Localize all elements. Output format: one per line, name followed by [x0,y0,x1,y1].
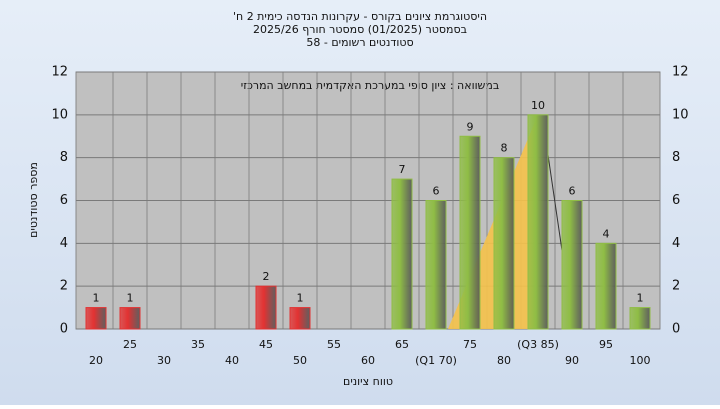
value-label: 8 [501,142,508,155]
bar [119,307,141,330]
y-tick-label: 0 [60,322,68,337]
bar [561,200,583,330]
x-tick-label: 35 [191,338,205,351]
x-tick-label: (Q3 85) [517,338,559,351]
x-tick-label: 40 [225,354,239,367]
bar [459,135,481,330]
bar [629,307,651,330]
x-tick-label: 75 [463,338,477,351]
y2-tick-label: 10 [672,107,689,122]
y-axis-label: מספר סטודנטים [27,162,40,238]
x-tick-label: 80 [497,354,511,367]
x-axis-label: טווח ציונים [343,375,393,388]
bar [255,285,277,330]
bar [391,178,413,330]
y2-tick-label: 2 [672,279,680,294]
y-tick-label: 12 [51,65,68,80]
bar [527,114,549,330]
x-tick-label: 100 [630,354,651,367]
y2-tick-label: 6 [672,193,680,208]
value-label: 1 [127,292,134,305]
x-tick-label: 55 [327,338,341,351]
value-label: 2 [263,270,270,283]
value-label: 9 [467,120,474,133]
value-label: 7 [399,163,406,176]
bar [85,307,107,330]
y2-tick-label: 8 [672,150,680,165]
value-label: 1 [297,292,304,305]
quartile-area [448,114,538,329]
value-label: 10 [531,99,545,112]
y2-tick-label: 4 [672,236,680,251]
value-label: 4 [603,227,610,240]
title-line: סטודנטים רשומים - 58 [306,36,413,49]
y-tick-label: 6 [60,193,68,208]
x-tick-label: (Q1 70) [415,354,457,367]
x-tick-label: 25 [123,338,137,351]
value-label: 1 [93,292,100,305]
x-tick-label: 50 [293,354,307,367]
value-label: 6 [569,185,576,198]
title-line: היסטוגרמת ציונים בקורס - עקרונות הנדסה כ… [233,10,487,23]
y-tick-label: 2 [60,279,68,294]
bar [425,200,447,330]
x-tick-label: 60 [361,354,375,367]
value-label: 1 [637,292,644,305]
x-tick-label: 45 [259,338,273,351]
bar [493,157,515,330]
x-tick-label: 90 [565,354,579,367]
x-tick-label: 30 [157,354,171,367]
y2-tick-label: 0 [672,322,680,337]
value-label: 6 [433,185,440,198]
y-tick-label: 10 [51,107,68,122]
x-tick-label: 20 [89,354,103,367]
bar [289,307,311,330]
y-tick-label: 8 [60,150,68,165]
bar [595,242,617,330]
x-tick-label: 95 [599,338,613,351]
annotation: במשוואה : ציון סופי במערכת האקדמית במחשב… [241,79,499,92]
y2-tick-label: 12 [672,65,689,80]
y-tick-label: 4 [60,236,68,251]
title-line: בסמסטר (01/2025) סמסטר חורף 2025/26 [253,23,467,36]
x-tick-label: 65 [395,338,409,351]
quartile-line [547,154,563,251]
